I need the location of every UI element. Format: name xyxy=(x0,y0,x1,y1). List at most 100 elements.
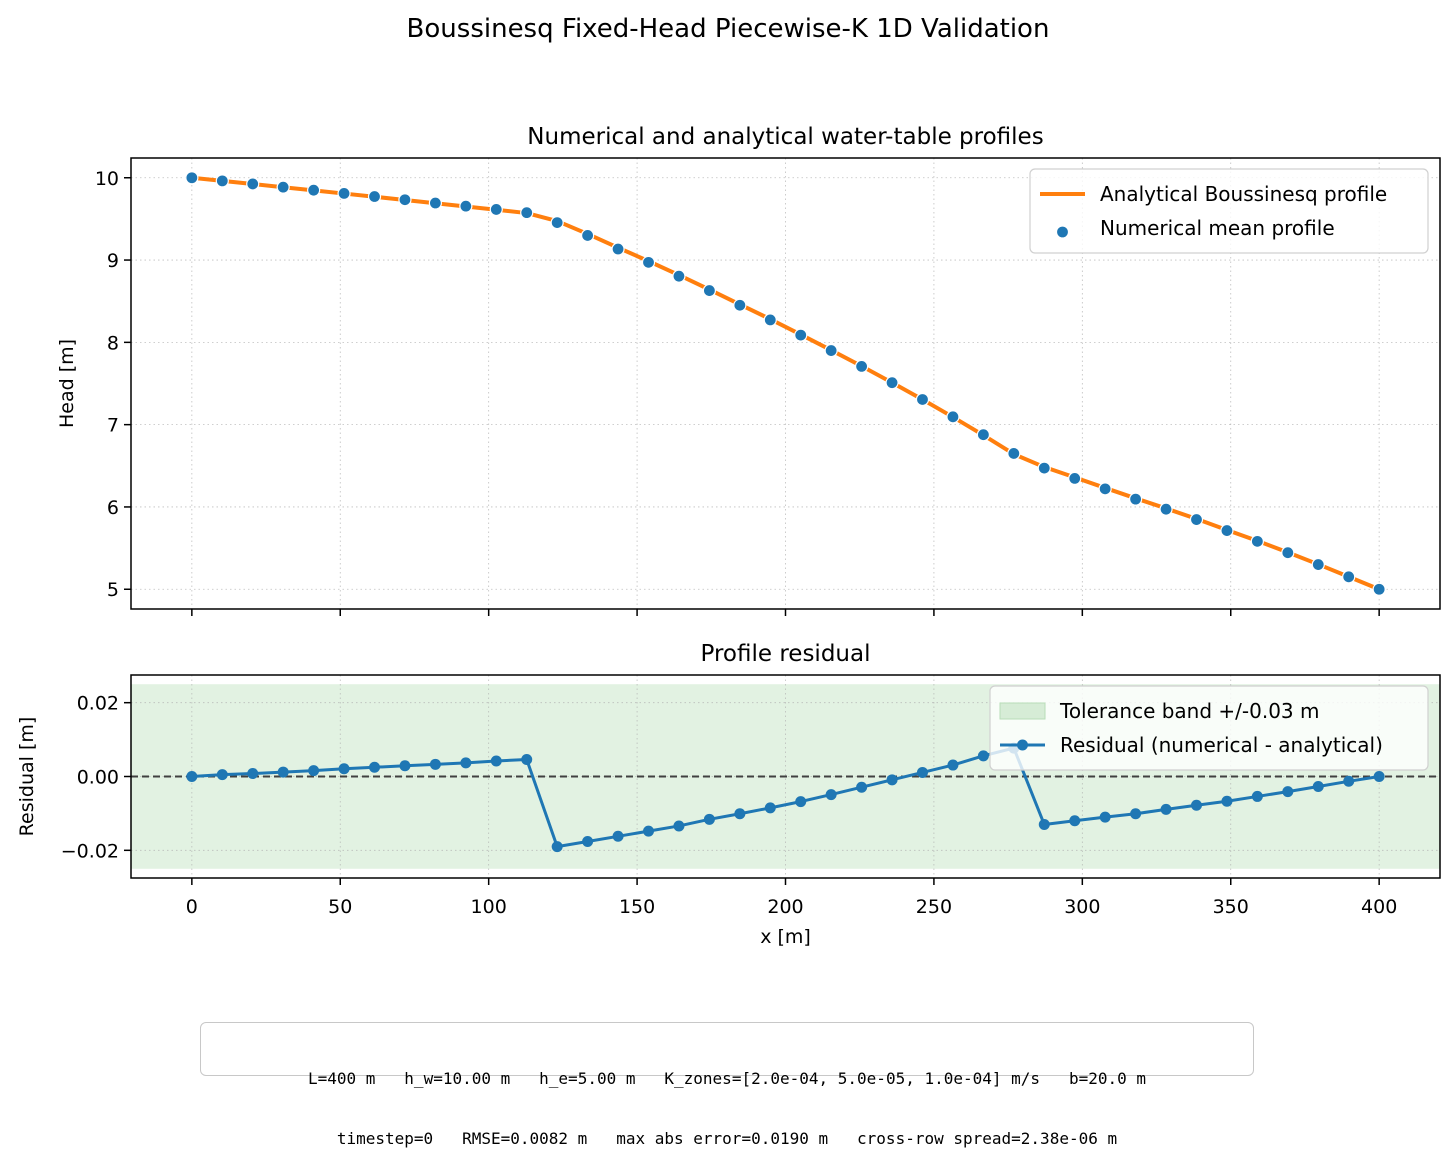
numerical-point xyxy=(489,202,503,217)
residual-line xyxy=(191,746,1380,849)
residual-point xyxy=(277,766,289,778)
numerical-point xyxy=(1007,446,1021,461)
numerical-point xyxy=(1372,582,1386,596)
residual-point xyxy=(1343,775,1355,787)
residual-point xyxy=(460,757,472,769)
y-tick-label: 10 xyxy=(95,168,119,190)
residual-point xyxy=(521,754,533,766)
residual-point xyxy=(764,802,776,814)
numerical-point xyxy=(824,343,838,358)
analytical-profile-line xyxy=(191,175,1380,592)
y-tick-label: 7 xyxy=(107,415,119,437)
y-tick-label: 0.00 xyxy=(77,767,119,789)
figure-title: Boussinesq Fixed-Head Piecewise-K 1D Val… xyxy=(407,14,1050,44)
numerical-point xyxy=(641,255,656,269)
residual-point xyxy=(551,841,563,853)
legend-label: Numerical mean profile xyxy=(1100,216,1335,240)
numerical-point xyxy=(215,174,229,188)
numerical-point xyxy=(1311,557,1325,572)
numerical-point xyxy=(1068,471,1082,485)
numerical-point xyxy=(946,410,960,424)
numerical-point xyxy=(1250,534,1264,548)
x-tick-label: 300 xyxy=(1064,896,1100,918)
residual-point xyxy=(643,825,655,837)
residual-point xyxy=(308,765,320,777)
x-tick-label: 150 xyxy=(619,896,655,918)
numerical-point xyxy=(855,359,869,373)
info-line-1: L=400 m h_w=10.00 m h_e=5.00 m K_zones=[… xyxy=(307,1069,1147,1088)
numerical-point xyxy=(1342,570,1356,584)
legend-label: Residual (numerical - analytical) xyxy=(1060,733,1383,757)
residual-point xyxy=(977,750,989,762)
residual-point xyxy=(673,820,685,832)
residual-point xyxy=(1160,803,1172,815)
residual-point xyxy=(216,769,228,781)
residual-point xyxy=(1190,799,1202,811)
numerical-point xyxy=(307,183,321,197)
residual-point xyxy=(612,830,624,842)
residual-point xyxy=(795,796,807,808)
numerical-point xyxy=(550,216,564,230)
residual-point xyxy=(886,774,898,786)
legend: Analytical Boussinesq profile Numerical m… xyxy=(1029,168,1429,254)
x-tick-label: 100 xyxy=(471,896,507,918)
residual-point xyxy=(338,763,350,775)
profile-panel: 5 6 7 8 9 10 Numerical and analytical water-ta… xyxy=(56,124,1441,616)
y-axis-label: Head [m] xyxy=(56,339,78,428)
y-tick-label: 6 xyxy=(107,497,119,519)
numerical-point xyxy=(581,228,595,243)
numerical-point xyxy=(337,186,351,200)
panel-title: Numerical and analytical water-table pro… xyxy=(527,124,1043,150)
numerical-point xyxy=(702,283,716,298)
x-tick-label: 0 xyxy=(186,896,198,918)
numerical-point xyxy=(976,428,990,442)
numerical-point xyxy=(763,313,777,327)
parameters-info-box: L=400 m h_w=10.00 m h_e=5.00 m K_zones=[… xyxy=(200,1022,1254,1148)
y-tick-label: 5 xyxy=(107,579,119,601)
residual-point xyxy=(1373,771,1385,782)
x-tick-label: 350 xyxy=(1213,896,1249,918)
legend-swatch-band xyxy=(999,702,1046,720)
residual-point xyxy=(856,781,868,793)
numerical-point xyxy=(1098,482,1112,496)
y-tick-label: 9 xyxy=(107,250,119,272)
residual-point xyxy=(369,761,381,773)
residual-point xyxy=(399,760,411,772)
x-tick-label: 200 xyxy=(767,896,803,918)
y-tick-label: 0.02 xyxy=(77,693,119,715)
numerical-point xyxy=(915,392,930,407)
numerical-point xyxy=(428,196,442,210)
numerical-point xyxy=(672,269,686,283)
numerical-point xyxy=(1129,492,1143,506)
residual-point xyxy=(825,789,837,801)
numerical-point xyxy=(794,328,808,342)
numerical-point xyxy=(733,298,747,312)
residual-point xyxy=(1251,790,1263,802)
info-line-2: timestep=0 RMSE=0.0082 m max abs error=0… xyxy=(336,1129,1118,1148)
numerical-point xyxy=(1220,523,1234,538)
residual-point xyxy=(582,835,594,847)
numerical-point xyxy=(459,199,473,213)
numerical-point xyxy=(1281,546,1295,560)
y-axis-label: Residual [m] xyxy=(16,717,38,837)
residual-point xyxy=(916,766,928,778)
numerical-point xyxy=(276,180,290,194)
figure-canvas: Boussinesq Fixed-Head Piecewise-K 1D Val… xyxy=(16,14,1441,948)
panel-title: Profile residual xyxy=(701,641,871,667)
numerical-point xyxy=(1159,502,1173,516)
residual-point xyxy=(1312,780,1324,792)
residual-point xyxy=(1099,811,1111,823)
residual-panel: 0 50 100 150 200 250 300 350 400 −0.02 0.00 0.02 Pro… xyxy=(16,641,1441,948)
residual-point xyxy=(429,758,441,770)
legend-box xyxy=(1029,168,1429,254)
y-tick-label: 8 xyxy=(107,332,119,354)
legend-label: Tolerance band +/-0.03 m xyxy=(1059,699,1320,723)
numerical-point xyxy=(367,189,382,204)
residual-point xyxy=(1069,815,1081,827)
residual-point xyxy=(247,768,259,780)
legend-swatch-marker xyxy=(1055,225,1070,239)
numerical-point xyxy=(185,171,199,185)
x-tick-label: 50 xyxy=(328,896,352,918)
legend-label: Analytical Boussinesq profile xyxy=(1100,182,1387,206)
residual-point xyxy=(703,813,715,825)
